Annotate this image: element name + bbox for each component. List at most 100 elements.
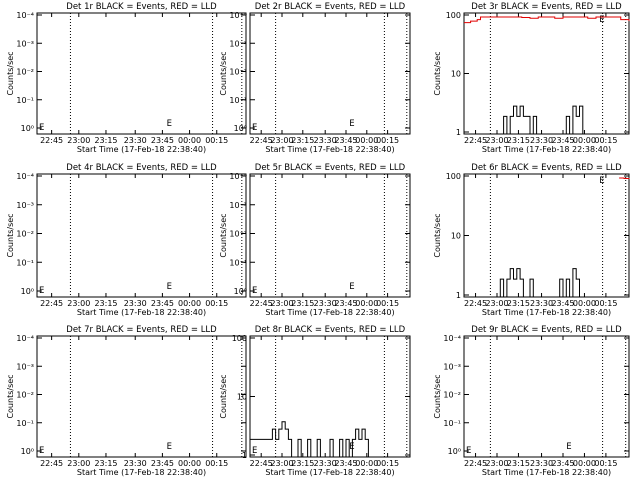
x-tick-label: 00:15 [594, 459, 617, 468]
y-tick-label: 10⁻⁴ [229, 172, 247, 181]
marker-e-left: E [39, 286, 44, 296]
x-tick-label: 23:00 [485, 136, 508, 145]
y-tick-label: 100 [446, 11, 461, 20]
y-tick-label: 10⁰ [21, 287, 34, 296]
x-tick-label: 00:15 [376, 136, 399, 145]
y-tick-label: 10⁻² [229, 230, 247, 239]
chart-title: Det 6r BLACK = Events, RED = LLD [471, 163, 622, 173]
x-tick-label: 00:00 [573, 136, 596, 145]
marker-e-right: E [167, 282, 172, 292]
y-tick-label: 10⁻³ [16, 39, 34, 48]
x-axis-label: Start Time (17-Feb-18 22:38:40) [77, 468, 206, 477]
plot-frame [36, 173, 247, 298]
y-tick-label: 1 [456, 128, 461, 137]
x-tick-label: 22:45 [464, 459, 487, 468]
x-axis-label: Start Time (17-Feb-18 22:38:40) [482, 468, 611, 477]
x-tick-label: 23:15 [291, 136, 314, 145]
x-tick-label: 00:15 [205, 136, 228, 145]
x-tick-label: 00:15 [205, 299, 228, 308]
y-tick-label: 10⁻¹ [229, 96, 247, 105]
lld-series [619, 177, 630, 180]
x-tick-label: 23:30 [530, 299, 553, 308]
x-tick-label: 00:00 [355, 136, 378, 145]
chart-panel-7: Det 7r BLACK = Events, RED = LLD 22:45 23:… [6, 325, 247, 477]
marker-e-left: E [252, 123, 257, 133]
x-axis-label: Start Time (17-Feb-18 22:38:40) [265, 468, 394, 477]
y-tick-label: 100 [232, 334, 247, 343]
x-tick-label: 22:45 [40, 459, 63, 468]
y-axis-label: Counts/sec [433, 213, 442, 257]
chart-title: Det 4r BLACK = Events, RED = LLD [66, 163, 217, 173]
y-tick-label: 10⁻³ [16, 201, 34, 210]
x-tick-label: 00:00 [355, 299, 378, 308]
chart-panel-5: Det 5r BLACK = Events, RED = LLD 22:45 23:… [219, 163, 411, 317]
plot-frame [249, 173, 411, 298]
chart-title: Det 5r BLACK = Events, RED = LLD [255, 163, 406, 173]
plot-frame [36, 12, 247, 135]
x-tick-label: 23:15 [291, 459, 314, 468]
x-tick-label: 23:45 [334, 459, 357, 468]
y-tick-label: 10⁰ [234, 124, 247, 133]
marker-e-right: E [566, 442, 571, 452]
y-tick-label: 10⁻¹ [16, 96, 34, 105]
chart-panel-4: Det 4r BLACK = Events, RED = LLD 22:45 23:… [6, 163, 247, 317]
x-tick-label: 23:00 [270, 136, 293, 145]
y-tick-label: 10⁻⁴ [443, 334, 461, 343]
y-tick-label: 10⁻² [16, 68, 34, 77]
y-tick-label: 10⁰ [448, 447, 461, 456]
x-tick-label: 22:45 [250, 299, 273, 308]
x-tick-label: 23:00 [270, 459, 293, 468]
y-tick-label: 10⁻¹ [16, 258, 34, 267]
x-tick-label: 23:15 [507, 299, 530, 308]
chart-title: Det 7r BLACK = Events, RED = LLD [66, 325, 217, 335]
marker-e-right: E [349, 282, 354, 292]
x-tick-label: 00:15 [594, 299, 617, 308]
y-tick-label: 10⁰ [21, 124, 34, 133]
x-axis-label: Start Time (17-Feb-18 22:38:40) [77, 308, 206, 317]
x-tick-label: 22:45 [464, 136, 487, 145]
x-tick-label: 22:45 [40, 299, 63, 308]
x-axis-label: Start Time (17-Feb-18 22:38:40) [77, 145, 206, 154]
x-tick-label: 00:15 [376, 459, 399, 468]
x-tick-label: 00:00 [178, 136, 201, 145]
y-tick-label: 10⁻⁴ [229, 11, 247, 20]
y-axis-label: Counts/sec [219, 51, 228, 95]
x-tick-label: 23:30 [314, 459, 337, 468]
chart-title: Det 8r BLACK = Events, RED = LLD [255, 325, 406, 335]
x-tick-label: 00:00 [178, 299, 201, 308]
marker-e-left: E [39, 446, 44, 456]
x-tick-label: 23:30 [124, 459, 147, 468]
x-tick-label: 23:45 [334, 299, 357, 308]
y-tick-label: 10 [451, 70, 461, 79]
x-tick-label: 00:00 [355, 459, 378, 468]
y-tick-label: 10⁻² [16, 391, 34, 400]
y-axis-label: Counts/sec [6, 51, 15, 95]
y-tick-label: 10⁻¹ [443, 419, 461, 428]
chart-title: Det 2r BLACK = Events, RED = LLD [255, 2, 406, 12]
chart-panel-8: Det 8r BLACK = Events, RED = LLD22:4523:… [219, 325, 411, 477]
chart-panel-3: Det 3r BLACK = Events, RED = LLD22:4523:… [433, 2, 630, 154]
events-series [250, 421, 410, 458]
x-tick-label: 23:45 [151, 136, 174, 145]
x-tick-label: 23:30 [314, 299, 337, 308]
marker-e-right: E [167, 442, 172, 452]
chart-panel-1: Det 1r BLACK = Events, RED = LLD 22:45 23:… [6, 2, 247, 154]
marker-e-right: E [167, 119, 172, 129]
y-tick-label: 10⁻⁴ [16, 334, 34, 343]
y-tick-label: 1 [242, 451, 247, 460]
y-tick-label: 10⁻³ [229, 39, 247, 48]
chart-panel-6: Det 6r BLACK = Events, RED = LLD22:4523:… [433, 163, 630, 317]
y-tick-label: 10⁻³ [16, 362, 34, 371]
marker-e: E [599, 176, 604, 186]
y-tick-label: 10⁻³ [443, 362, 461, 371]
y-tick-label: 10⁻⁴ [16, 11, 34, 20]
plot-frame [463, 12, 630, 135]
x-axis-label: Start Time (17-Feb-18 22:38:40) [482, 145, 611, 154]
y-tick-label: 10⁻² [16, 230, 34, 239]
marker-e-right: E [349, 442, 354, 452]
x-tick-label: 00:00 [178, 459, 201, 468]
marker-e-left: E [39, 123, 44, 133]
x-tick-label: 23:15 [291, 299, 314, 308]
x-axis-label: Start Time (17-Feb-18 22:38:40) [482, 308, 611, 317]
x-axis-label: Start Time (17-Feb-18 22:38:40) [265, 145, 394, 154]
